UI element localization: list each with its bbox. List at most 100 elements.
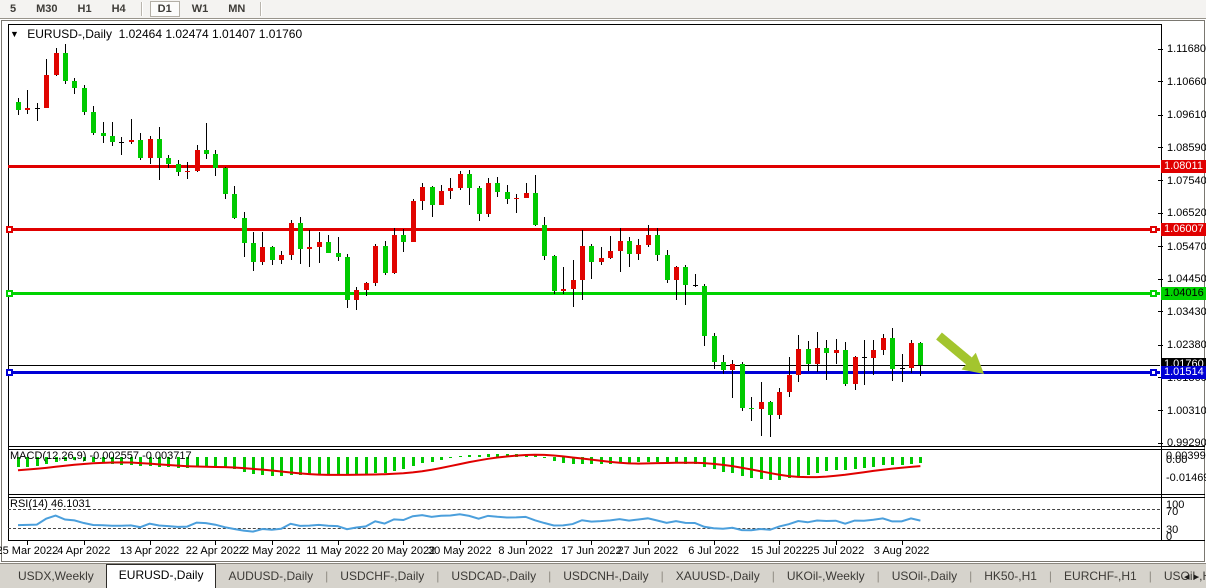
candle	[307, 247, 313, 250]
rsi-label: RSI(14) 46.1031	[10, 498, 91, 510]
date-tick-mark	[591, 541, 593, 545]
macd-histogram-bar	[693, 457, 697, 465]
candle	[786, 375, 792, 393]
candle	[655, 235, 661, 256]
candle	[862, 357, 867, 359]
candle	[523, 192, 529, 198]
tab-eurchf-h1[interactable]: EURCHF-,H1	[1064, 569, 1137, 583]
divider-macd-rsi-b[interactable]	[8, 497, 1205, 498]
candle	[34, 107, 40, 109]
candle	[138, 140, 144, 158]
macd-axis-zero: 0.00	[1166, 454, 1188, 466]
candle	[692, 285, 698, 287]
candle-wick	[600, 247, 602, 266]
candle	[561, 289, 567, 291]
tab-usdcnh-daily[interactable]: USDCNH-,Daily	[563, 569, 649, 583]
candle	[674, 266, 679, 281]
macd-histogram-bar	[552, 457, 556, 461]
candle	[824, 347, 830, 353]
divider-main-macd-b[interactable]	[8, 449, 1205, 450]
tab-usdx-weekly[interactable]: USDX,Weekly	[18, 569, 94, 583]
rsi-level-70	[8, 509, 1160, 511]
candle	[833, 350, 839, 353]
candle	[373, 246, 379, 283]
candle	[81, 88, 87, 113]
timeframe-button-m30[interactable]: M30	[36, 3, 58, 15]
macd-histogram-bar	[421, 457, 425, 464]
candle	[128, 140, 134, 143]
tab-xauusd-daily[interactable]: XAUUSD-,Daily	[675, 569, 760, 583]
candle	[909, 342, 914, 368]
candle	[91, 112, 97, 133]
current-price-line	[8, 364, 1160, 366]
macd-histogram-bar	[816, 457, 819, 473]
candle	[157, 139, 162, 158]
tab-hk50-h1[interactable]: HK50-,H1	[984, 569, 1037, 583]
macd-histogram-bar	[496, 454, 500, 457]
candle	[316, 242, 322, 248]
tab-audusd-daily[interactable]: AUDUSD-,Daily	[228, 569, 314, 583]
tab-usoil-daily[interactable]: USOil-,Daily	[891, 569, 958, 583]
date-label: 27 Jun 2022	[617, 545, 679, 557]
timeframe-button-h4[interactable]: H4	[111, 3, 126, 15]
macd-histogram-bar	[637, 457, 641, 463]
price-tick-mark	[1158, 212, 1163, 214]
tab-ukoil-weekly[interactable]: UKOil-,Weekly	[786, 569, 865, 583]
horizontal-line-1.04016[interactable]	[8, 291, 1160, 295]
candle	[288, 222, 294, 255]
plot-left-border	[8, 24, 9, 541]
price-tick-label: 1.09610	[1167, 109, 1206, 122]
candle	[749, 408, 755, 410]
candle-wick	[770, 401, 771, 437]
timeframe-button-h1[interactable]: H1	[77, 3, 92, 15]
collapse-triangle-icon[interactable]: ▼	[10, 29, 19, 39]
timeframe-button-5[interactable]: 5	[10, 3, 17, 15]
macd-histogram-bar	[233, 457, 237, 470]
candle	[918, 342, 924, 365]
tab-usdcad-daily[interactable]: USDCAD-,Daily	[451, 569, 537, 583]
macd-histogram-bar	[609, 457, 613, 464]
macd-histogram-bar	[759, 457, 763, 479]
candle	[429, 187, 435, 205]
tab-usoil-h[interactable]: USOil-,H	[1163, 569, 1206, 583]
price-tick-mark	[1158, 410, 1163, 412]
price-tick-label: 1.10660	[1167, 75, 1206, 88]
timeframe-button-d1[interactable]: D1	[149, 1, 180, 17]
horizontal-line-1.01514[interactable]	[8, 371, 1160, 375]
candle	[16, 101, 21, 110]
macd-histogram-bar	[411, 457, 415, 467]
macd-histogram-bar	[242, 457, 246, 472]
macd-histogram-bar	[656, 457, 660, 462]
date-tick-mark	[403, 541, 405, 545]
tab-usdchf-daily[interactable]: USDCHF-,Daily	[340, 569, 425, 583]
candle	[636, 245, 642, 255]
candle	[326, 242, 332, 253]
horizontal-line-1.06007[interactable]	[8, 228, 1160, 232]
timeframe-button-mn[interactable]: MN	[228, 3, 246, 15]
toolbar-separator	[140, 2, 143, 16]
horizontal-line-1.08011[interactable]	[8, 164, 1160, 168]
price-badge-1.08011: 1.08011	[1161, 159, 1206, 173]
candle	[542, 224, 548, 256]
date-tick-mark	[459, 541, 461, 545]
macd-label: MACD(12,26,9) -0.002557 -0.003717	[10, 450, 192, 462]
candle	[580, 245, 585, 280]
tab-eurusd-daily[interactable]: EURUSD-,Daily	[105, 564, 217, 588]
tab-scroll-arrows[interactable]: ◂▸	[1183, 571, 1203, 583]
macd-histogram-bar	[646, 457, 650, 462]
price-tick-mark	[1158, 278, 1163, 280]
candle-wick	[610, 235, 612, 260]
macd-histogram-bar	[205, 457, 208, 467]
macd-histogram-bar	[797, 457, 801, 477]
macd-histogram-bar	[355, 457, 359, 476]
timeframe-button-w1[interactable]: W1	[191, 3, 209, 15]
price-tick-mark	[1158, 377, 1163, 378]
candle	[119, 141, 125, 143]
macd-histogram-bar	[468, 455, 472, 457]
date-tick-mark	[215, 541, 217, 545]
macd-histogram-bar	[919, 457, 923, 464]
price-tick-mark	[1158, 81, 1163, 83]
macd-histogram-bar	[806, 457, 810, 475]
candle	[354, 290, 360, 301]
macd-histogram-bar	[308, 457, 312, 475]
